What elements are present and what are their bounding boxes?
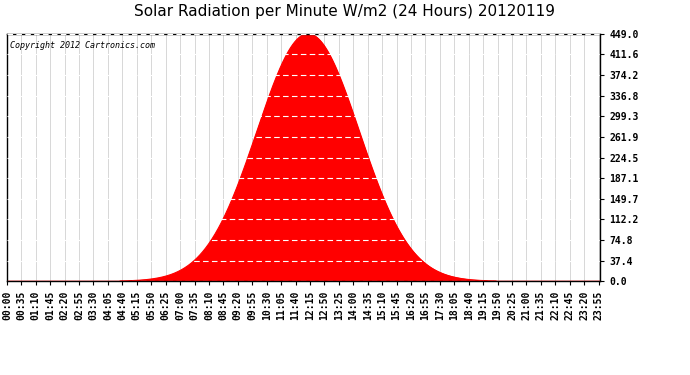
Text: Solar Radiation per Minute W/m2 (24 Hours) 20120119: Solar Radiation per Minute W/m2 (24 Hour… <box>135 4 555 19</box>
Text: Copyright 2012 Cartronics.com: Copyright 2012 Cartronics.com <box>10 41 155 50</box>
